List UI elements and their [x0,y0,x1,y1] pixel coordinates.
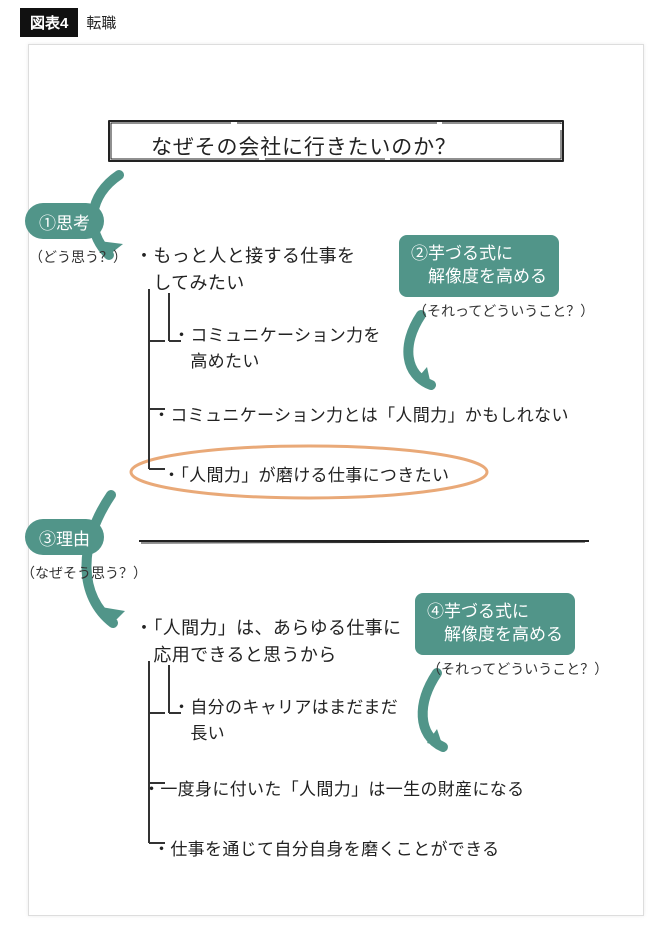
figure-header: 図表4 転職 [20,8,116,37]
figure-badge: 図表4 [20,8,78,37]
bullet-bottom-3: ・一度身に付いた「人間力」は一生の財産になる [143,777,524,803]
figure-title: 転職 [86,12,116,33]
bullet-top-1: ・もっと人と接する仕事を してみたい [135,243,355,297]
bullet-top-3: ・コミュニケーション力とは「人間力」かもしれない [153,403,569,429]
sub-what-mean-1: （それってどういうこと？） [413,301,594,321]
tag-thinking: ①思考 [25,203,104,239]
bullet-top-4: ・「人間力」が磨ける仕事につきたい [163,463,449,489]
bullet-bottom-2: ・自分のキャリアはまだまだ 長い [173,695,398,746]
tag-chain-top: ②芋づる式に 解像度を高める [399,235,559,297]
sub-how-think: （どう思う？） [29,247,127,267]
sub-why-think: （なぜそう思う？） [21,563,147,583]
main-question: なぜその会社に行きたいのか？ [151,131,457,161]
bullet-bottom-1: ・「人間力」は、あらゆる仕事に 応用できると思うから [135,615,401,669]
tag-reason: ③理由 [25,519,104,555]
bullet-top-2: ・コミュニケーション力を 高めたい [173,323,381,374]
tag-chain-bottom: ④芋づる式に 解像度を高める [415,593,575,655]
page-frame: なぜその会社に行きたいのか？ ①思考 ②芋づる式に 解像度を高める ③理由 ④芋… [28,44,644,916]
bullet-bottom-4: ・仕事を通じて自分自身を磨くことができる [153,837,499,863]
sub-what-mean-2: （それってどういうこと？） [427,659,608,679]
